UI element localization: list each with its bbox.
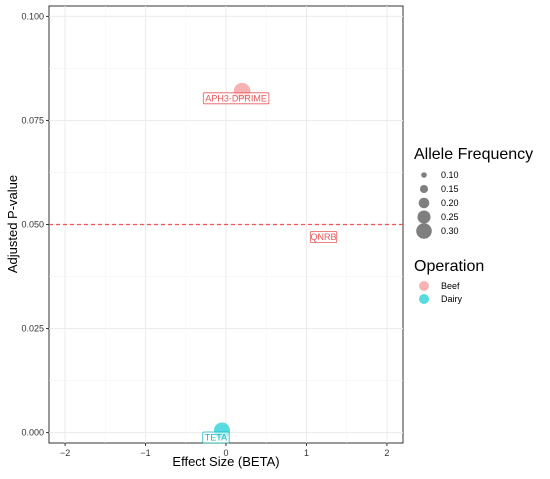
- x-tick-label: −2: [60, 448, 70, 458]
- color-legend-key: [419, 281, 429, 291]
- axes-layer: −2 −1 0 1 2 0.000 0.025 0.050 0.075 0.100: [21, 11, 389, 458]
- size-legend-key: [421, 172, 427, 178]
- size-legend-key: [419, 184, 429, 194]
- size-legend-label: 0.15: [441, 184, 459, 194]
- y-tick-label: 0.050: [21, 220, 44, 230]
- y-tick-label: 0.025: [21, 324, 44, 334]
- x-tick-label: 0: [223, 448, 228, 458]
- data-point-label-box: [309, 231, 338, 243]
- color-legend-label: Dairy: [441, 294, 463, 304]
- color-legend-key: [419, 294, 429, 304]
- data-point-label: APH3-DPRIME: [205, 93, 267, 103]
- size-legend-label: 0.10: [441, 170, 459, 180]
- x-tick-label: −1: [140, 448, 150, 458]
- size-legend-entries: 0.10 0.15 0.20 0.25 0.30: [416, 170, 459, 239]
- size-legend-label: 0.30: [441, 226, 459, 236]
- x-tick-label: 1: [304, 448, 309, 458]
- data-point-label: TETA: [205, 433, 227, 443]
- data-point-group: APH3-DPRIME: [202, 82, 270, 105]
- legend: Allele Frequency 0.10 0.15 0.20 0.25 0.30 Op…: [414, 146, 533, 304]
- data-point-label-box: [202, 92, 270, 105]
- x-tick-label: 2: [384, 448, 389, 458]
- size-legend-key: [416, 223, 432, 239]
- y-axis-title: Adjusted P-value: [5, 175, 20, 273]
- data-point-label: QNRB: [311, 232, 337, 242]
- x-axis-title: Effect Size (BETA): [172, 454, 279, 469]
- size-legend-key: [418, 197, 430, 209]
- data-point-group: QNRB: [309, 231, 338, 243]
- legend-color-title: Operation: [414, 258, 484, 275]
- size-legend-label: 0.25: [441, 212, 459, 222]
- data-point-group: TETA: [202, 422, 231, 444]
- data-point-label-box: [202, 431, 230, 444]
- points-layer: APH3-DPRIME QNRB TETA: [202, 82, 338, 444]
- legend-size-title: Allele Frequency: [414, 146, 533, 163]
- size-legend-label: 0.20: [441, 198, 459, 208]
- y-tick-label: 0.075: [21, 115, 44, 125]
- color-legend-entries: Beef Dairy: [419, 281, 463, 304]
- color-legend-label: Beef: [441, 281, 460, 291]
- y-tick-label: 0.000: [21, 428, 44, 438]
- size-legend-key: [417, 210, 431, 224]
- y-tick-label: 0.100: [21, 11, 44, 21]
